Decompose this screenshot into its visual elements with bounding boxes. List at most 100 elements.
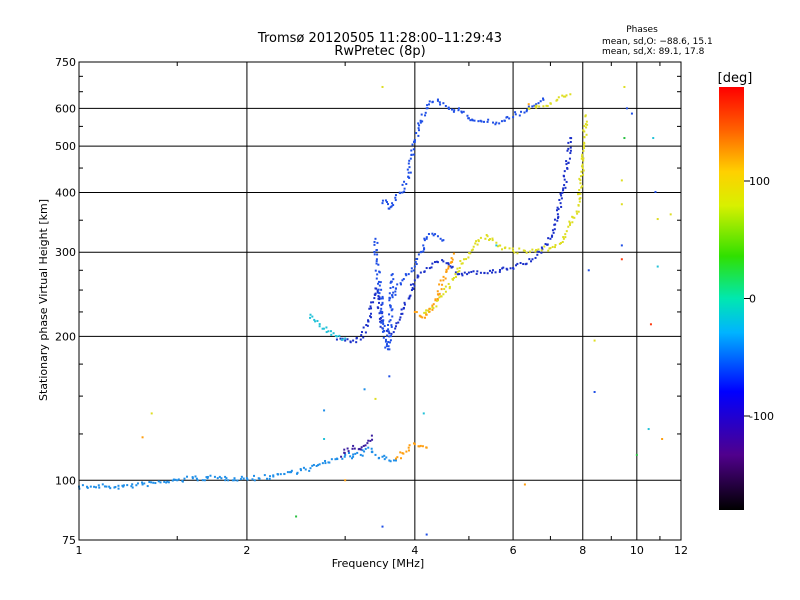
trace-point bbox=[299, 468, 302, 471]
scatter-point bbox=[150, 412, 153, 415]
trace-point bbox=[364, 444, 367, 447]
trace-point bbox=[561, 191, 564, 194]
trace-point bbox=[496, 245, 499, 248]
trace-point bbox=[394, 457, 397, 460]
trace-point bbox=[388, 348, 391, 351]
trace-point bbox=[352, 455, 355, 458]
trace-point bbox=[537, 248, 540, 251]
trace-point bbox=[364, 447, 367, 450]
trace-point bbox=[556, 213, 559, 216]
trace-point bbox=[399, 283, 402, 286]
trace-point bbox=[143, 482, 146, 485]
trace-point bbox=[392, 331, 395, 334]
trace-point bbox=[166, 480, 169, 483]
trace-point bbox=[525, 110, 528, 113]
trace-point bbox=[551, 245, 554, 248]
trace-point bbox=[246, 478, 249, 481]
trace-point bbox=[577, 204, 580, 207]
trace-point bbox=[580, 157, 583, 160]
trace-point bbox=[447, 267, 450, 270]
trace-point bbox=[506, 268, 509, 271]
trace-point bbox=[560, 194, 563, 197]
trace-point bbox=[576, 212, 579, 215]
trace-point bbox=[114, 485, 117, 488]
trace-point bbox=[531, 105, 534, 108]
trace-point bbox=[503, 119, 506, 122]
trace-point bbox=[368, 307, 371, 310]
trace-point bbox=[425, 267, 428, 270]
trace-point bbox=[546, 104, 549, 107]
colorbar-tick-label: 100 bbox=[749, 175, 770, 188]
trace-point bbox=[318, 323, 321, 326]
trace-point bbox=[467, 271, 470, 274]
x-tick-label: 8 bbox=[579, 544, 586, 557]
trace-point bbox=[582, 159, 585, 162]
trace-point bbox=[537, 250, 540, 253]
trace-point bbox=[549, 247, 552, 250]
trace-point bbox=[495, 121, 498, 124]
trace-point bbox=[564, 236, 567, 239]
trace-point bbox=[441, 239, 444, 242]
trace-point bbox=[585, 120, 588, 123]
trace-point bbox=[558, 198, 561, 201]
trace-point bbox=[440, 288, 443, 291]
trace-point bbox=[403, 190, 406, 193]
trace-point bbox=[233, 477, 236, 480]
trace-point bbox=[450, 261, 453, 264]
scatter-point bbox=[623, 137, 626, 140]
trace-point bbox=[209, 474, 212, 477]
trace-point bbox=[332, 332, 335, 335]
trace-point bbox=[363, 450, 366, 453]
trace-point bbox=[387, 324, 390, 327]
y-tick-label: 400 bbox=[55, 186, 76, 199]
scatter-point bbox=[495, 244, 498, 247]
trace-point bbox=[573, 216, 576, 219]
trace-point bbox=[346, 447, 349, 450]
trace-point bbox=[456, 273, 459, 276]
scatter-point bbox=[620, 203, 623, 206]
trace-point bbox=[131, 486, 134, 489]
trace-point bbox=[408, 166, 411, 169]
trace-point bbox=[384, 340, 387, 343]
trace-point bbox=[542, 105, 545, 108]
trace-point bbox=[540, 246, 543, 249]
trace-point bbox=[377, 307, 380, 310]
trace-point bbox=[390, 324, 393, 327]
trace-point bbox=[347, 451, 350, 454]
trace-point bbox=[422, 250, 425, 253]
trace-point bbox=[370, 316, 373, 319]
trace-point bbox=[547, 249, 550, 252]
trace-point bbox=[527, 105, 530, 108]
trace-point bbox=[389, 339, 392, 342]
x-axis-label: Frequency [MHz] bbox=[332, 557, 424, 570]
trace-point bbox=[580, 155, 583, 158]
trace-point bbox=[403, 187, 406, 190]
trace-point bbox=[167, 481, 170, 484]
trace-point bbox=[526, 108, 529, 111]
trace-point bbox=[321, 462, 324, 465]
trace-point bbox=[367, 439, 370, 442]
trace-point bbox=[391, 202, 394, 205]
scatter-point bbox=[656, 265, 659, 268]
trace-point bbox=[394, 290, 397, 293]
trace-point bbox=[454, 273, 457, 276]
y-tick-label: 75 bbox=[62, 534, 76, 547]
trace-point bbox=[480, 120, 483, 123]
trace-point bbox=[444, 290, 447, 293]
trace-point bbox=[542, 97, 545, 100]
trace-point bbox=[438, 283, 441, 286]
trace-point bbox=[236, 479, 239, 482]
trace-point bbox=[581, 167, 584, 170]
trace-point bbox=[528, 258, 531, 261]
trace-point bbox=[554, 223, 557, 226]
trace-point bbox=[398, 318, 401, 321]
trace-point bbox=[498, 244, 501, 247]
trace-point bbox=[445, 262, 448, 265]
trace-point bbox=[486, 120, 489, 123]
trace-point bbox=[388, 335, 391, 338]
trace-point bbox=[471, 119, 474, 122]
x-tick-label: 2 bbox=[243, 544, 250, 557]
trace-point bbox=[582, 149, 585, 152]
trace-point bbox=[562, 187, 565, 190]
trace-point bbox=[381, 301, 384, 304]
